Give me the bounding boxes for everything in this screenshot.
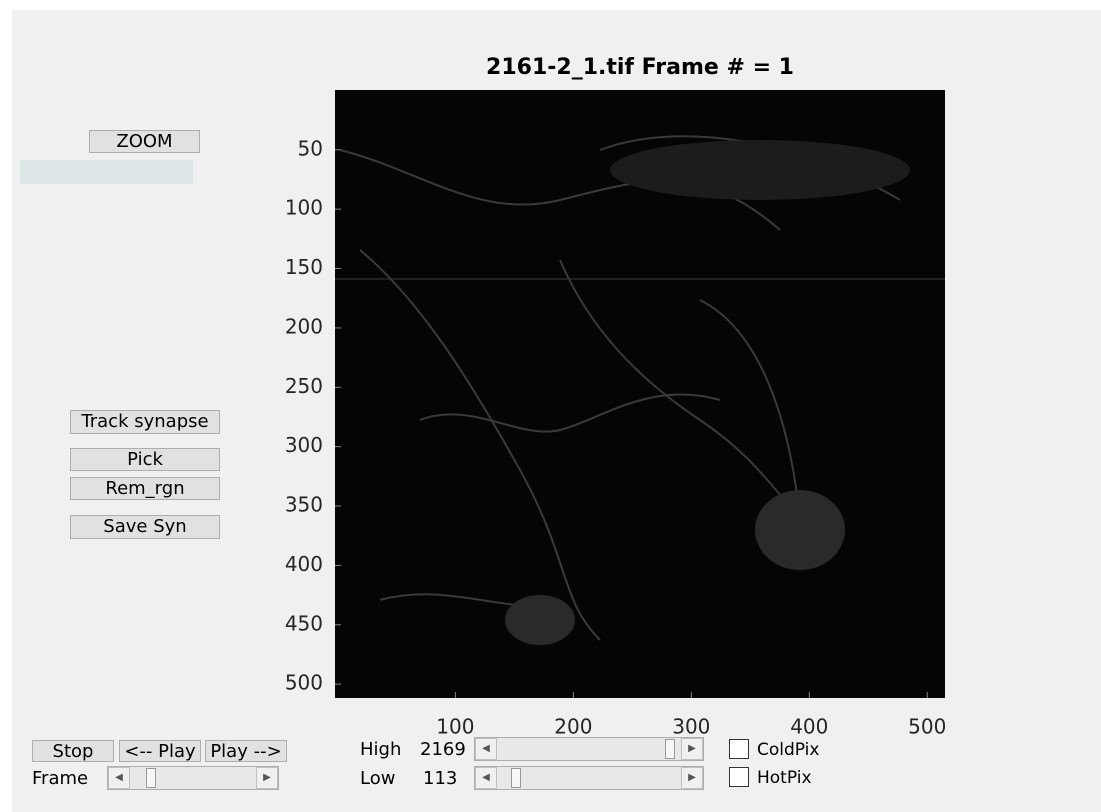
y-tick-label: 400 <box>285 552 323 576</box>
image-blob <box>755 490 845 570</box>
y-tick-label: 450 <box>285 611 323 635</box>
page: ZOOM Track synapse Pick Rem_rgn Save Syn… <box>0 0 1101 812</box>
image-axes: 2161-2_1.tif Frame # = 1 50 100 150 200 250 3… <box>0 0 1101 812</box>
y-tick-label: 50 <box>298 136 323 160</box>
y-tick-label: 500 <box>285 671 323 695</box>
x-tick-label: 400 <box>790 715 828 739</box>
x-tick-label: 500 <box>908 715 946 739</box>
y-tick-label: 200 <box>285 314 323 338</box>
y-tick-label: 350 <box>285 493 323 517</box>
x-tick-label: 300 <box>672 715 710 739</box>
y-tick-label: 250 <box>285 374 323 398</box>
x-tick-label: 100 <box>436 715 474 739</box>
axes-title: 2161-2_1.tif Frame # = 1 <box>486 55 794 80</box>
image-blob <box>610 140 910 200</box>
x-tick-label: 200 <box>554 715 592 739</box>
y-tick-label: 100 <box>285 196 323 220</box>
y-tick-label: 150 <box>285 255 323 279</box>
image-blob <box>505 595 575 645</box>
y-tick-label: 300 <box>285 433 323 457</box>
